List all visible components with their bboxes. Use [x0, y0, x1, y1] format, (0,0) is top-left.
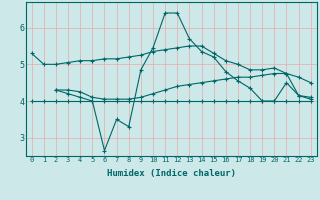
X-axis label: Humidex (Indice chaleur): Humidex (Indice chaleur): [107, 169, 236, 178]
